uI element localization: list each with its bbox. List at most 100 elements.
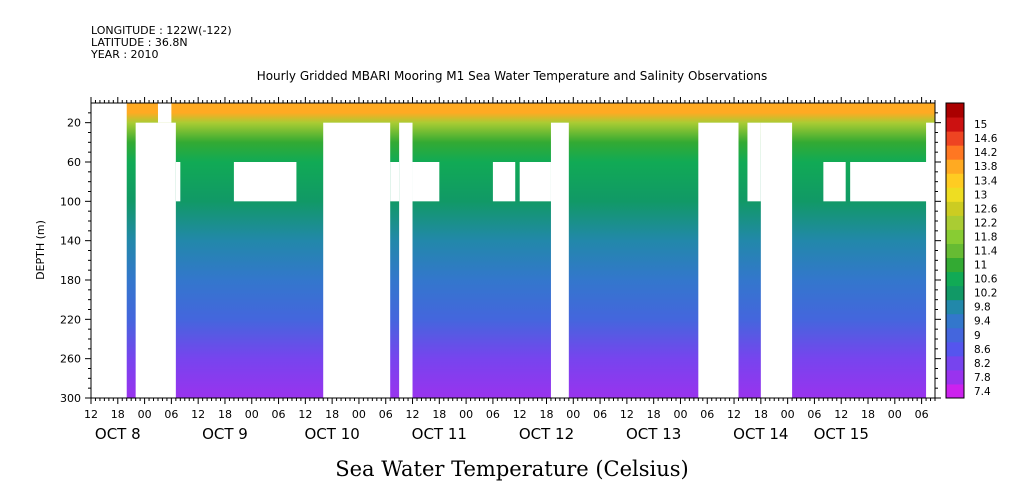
x-tick-label: 18 — [432, 408, 446, 421]
colorbar-swatch — [946, 383, 964, 399]
x-tick-label: 00 — [459, 408, 473, 421]
x-tick-label: 06 — [915, 408, 929, 421]
missing-data-block — [492, 162, 516, 202]
metadata-block: LONGITUDE : 122W(-122) LATITUDE : 36.8N … — [91, 25, 232, 61]
y-axis-label: DEPTH (m) — [34, 220, 47, 280]
colorbar-label: 7.8 — [974, 372, 991, 384]
y-tick-label: 300 — [60, 392, 81, 405]
missing-data-block — [135, 122, 176, 399]
colorbar-swatch — [946, 103, 964, 118]
colorbar-swatch — [946, 341, 964, 357]
colorbar-swatch — [946, 159, 964, 174]
x-day-label: OCT 12 — [519, 425, 574, 443]
x-tick-label: 18 — [861, 408, 875, 421]
x-tick-label: 12 — [727, 408, 741, 421]
y-tick-label: 140 — [60, 235, 81, 248]
colorbar-label: 13.4 — [974, 175, 998, 187]
y-axis: 20 60 100 140 180 220 260 300 — [60, 112, 941, 405]
colorbar-frame — [945, 102, 965, 399]
x-tick-label: 00 — [781, 408, 795, 421]
temperature-field — [91, 103, 935, 398]
x-tick-label: 18 — [539, 408, 553, 421]
x-tick-label: 06 — [486, 408, 500, 421]
x-tick-label: 12 — [84, 408, 98, 421]
colorbar-swatch — [946, 313, 964, 329]
x-tick-label: 06 — [164, 408, 178, 421]
y-tick-label: 100 — [60, 195, 81, 208]
x-tick-label: 06 — [379, 408, 393, 421]
missing-data-block — [323, 122, 391, 399]
colorbar-swatch — [946, 369, 964, 385]
colorbar-label: 7.4 — [974, 386, 991, 398]
colorbar: 7.4 7.8 8.2 8.6 9 9.4 9.8 10.2 10.6 11 11.4 11.8 12.… — [945, 102, 998, 399]
colorbar-swatch — [946, 215, 964, 230]
colorbar-swatch — [946, 243, 964, 259]
x-tick-label: 00 — [138, 408, 152, 421]
missing-data-block — [550, 122, 569, 399]
x-tick-label: 18 — [218, 408, 232, 421]
missing-data-block — [157, 103, 172, 123]
colorbar-label: 11.4 — [974, 246, 998, 258]
missing-data-block — [698, 122, 739, 399]
x-tick-label: 12 — [298, 408, 312, 421]
y-tick-label: 20 — [67, 117, 81, 130]
colorbar-swatch — [946, 229, 964, 244]
missing-data-block — [850, 162, 935, 202]
x-tick-label: 18 — [754, 408, 768, 421]
colorbar-label: 9.8 — [974, 302, 991, 314]
missing-data-block — [399, 122, 413, 399]
missing-data-block — [233, 162, 297, 202]
colorbar-swatch — [946, 285, 964, 301]
x-day-label: OCT 15 — [814, 425, 869, 443]
x-day-label: OCT 13 — [626, 425, 681, 443]
x-tick-label: 12 — [834, 408, 848, 421]
x-tick-label: 06 — [807, 408, 821, 421]
x-tick-label: 06 — [593, 408, 607, 421]
colorbar-label: 8.6 — [974, 344, 991, 356]
missing-data-block — [823, 162, 846, 202]
colorbar-swatch — [946, 117, 964, 132]
colorbar-label: 9.4 — [974, 316, 991, 328]
colorbar-label: 12.2 — [974, 217, 997, 229]
y-tick-label: 60 — [67, 156, 81, 169]
x-tick-label: 18 — [325, 408, 339, 421]
x-tick-label: 12 — [513, 408, 527, 421]
missing-data-block — [91, 103, 127, 398]
y-tick-label: 180 — [60, 274, 81, 287]
colorbar-swatch — [946, 299, 964, 315]
colorbar-label: 11 — [974, 260, 987, 272]
year-text: YEAR : 2010 — [91, 48, 159, 61]
colorbar-swatch — [946, 173, 964, 188]
colorbar-swatch — [946, 187, 964, 202]
missing-data-block — [519, 162, 551, 202]
latitude-text: LATITUDE : 36.8N — [91, 36, 188, 49]
colorbar-swatch — [946, 355, 964, 371]
x-tick-label: 12 — [191, 408, 205, 421]
missing-data-block — [926, 122, 935, 399]
colorbar-swatch — [946, 131, 964, 146]
x-tick-label: 00 — [566, 408, 580, 421]
x-tick-label: 00 — [352, 408, 366, 421]
colorbar-swatch — [946, 271, 964, 287]
missing-data-block — [390, 162, 400, 202]
missing-data-block — [175, 162, 181, 202]
x-day-label: OCT 11 — [412, 425, 467, 443]
x-day-label: OCT 14 — [733, 425, 788, 443]
x-tick-label: 00 — [245, 408, 259, 421]
x-day-label: OCT 8 — [95, 425, 141, 443]
chart-subtitle: Sea Water Temperature (Celsius) — [335, 457, 689, 481]
colorbar-label: 13.8 — [974, 161, 997, 173]
colorbar-label: 11.8 — [974, 231, 997, 243]
missing-data-block — [760, 122, 793, 399]
x-tick-label: 00 — [673, 408, 687, 421]
x-tick-label: 18 — [647, 408, 661, 421]
colorbar-swatch — [946, 327, 964, 343]
colorbar-label: 15 — [974, 119, 987, 131]
colorbar-label: 13 — [974, 189, 987, 201]
colorbar-swatch — [946, 257, 964, 273]
colorbar-label: 9 — [974, 330, 981, 342]
x-tick-label: 12 — [620, 408, 634, 421]
colorbar-swatch — [946, 145, 964, 160]
x-day-label: OCT 9 — [202, 425, 248, 443]
